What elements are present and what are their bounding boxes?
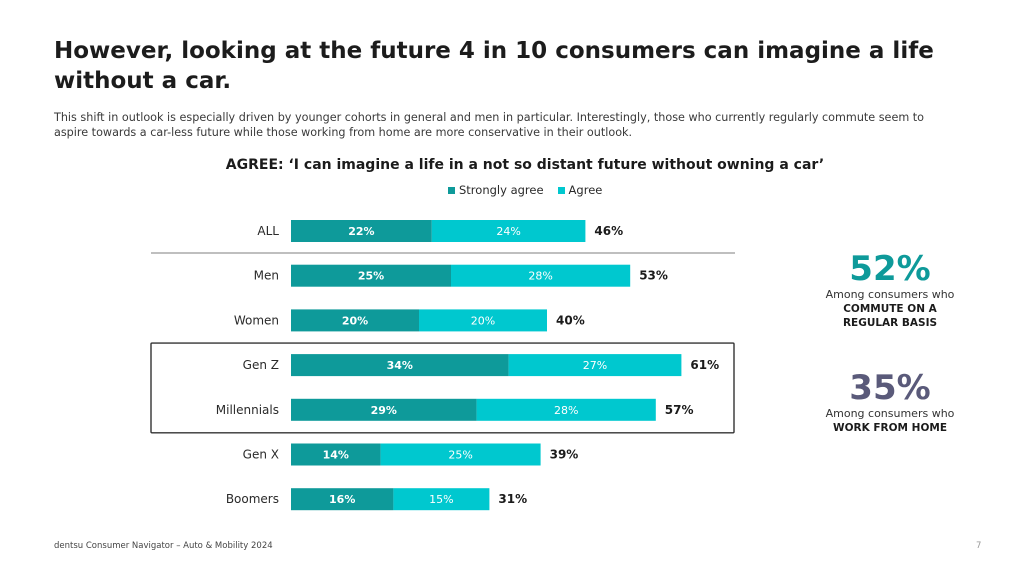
callout-commute: 52% Among consumers who COMMUTE ON A REG… (808, 250, 972, 330)
bar-agree-millennials (476, 398, 656, 421)
total-label-men: 53% (639, 269, 668, 283)
bar-strongly-agree-boomers (291, 488, 394, 511)
bar-agree-boomers (393, 488, 490, 511)
data-label-strongly-agree-gen-x: 14% (323, 449, 349, 462)
data-label-strongly-agree-millennials: 29% (371, 404, 397, 417)
callout-commute-line1: Among consumers who (825, 288, 955, 301)
category-label-men: Men (254, 269, 279, 283)
callout-wfh: 35% Among consumers who WORK FROM HOME (808, 369, 972, 435)
callout-commute-value: 52% (849, 249, 931, 289)
total-label-millennials: 57% (665, 403, 694, 417)
bar-agree-men (451, 264, 631, 287)
bar-strongly-agree-millennials (291, 398, 477, 421)
bar-agree-gen-z (508, 354, 682, 377)
chart-legend: Strongly agree Agree (448, 183, 602, 197)
legend-item-strongly-agree: Strongly agree (448, 183, 544, 197)
bar-strongly-agree-men (291, 264, 451, 287)
callout-wfh-value: 35% (849, 368, 931, 408)
category-label-women: Women (234, 313, 279, 327)
legend-item-agree: Agree (557, 183, 603, 197)
data-label-strongly-agree-gen-z: 34% (387, 359, 413, 372)
data-label-agree-all: 24% (496, 225, 520, 238)
callout-wfh-line2: WORK FROM HOME (832, 422, 947, 434)
category-label-gen-x: Gen X (243, 448, 279, 462)
page-title: However, looking at the future 4 in 10 c… (54, 38, 934, 94)
bar-strongly-agree-gen-x (291, 443, 381, 466)
total-label-women: 40% (556, 313, 585, 327)
data-label-agree-gen-x: 25% (448, 449, 472, 462)
category-label-all: ALL (257, 224, 279, 238)
data-label-agree-boomers: 15% (429, 493, 453, 506)
category-label-boomers: Boomers (226, 492, 279, 506)
bar-agree-all (431, 220, 586, 242)
page-number: 7 (976, 541, 982, 551)
category-label-gen-z: Gen Z (243, 358, 279, 372)
category-label-millennials: Millennials (216, 403, 279, 417)
bar-agree-women (419, 309, 547, 332)
callout-commute-line2: COMMUTE ON A (843, 303, 937, 315)
legend-label-strongly-agree: Strongly agree (459, 183, 544, 197)
bar-strongly-agree-gen-z (291, 354, 509, 377)
data-label-strongly-agree-women: 20% (342, 314, 368, 327)
chart-title: AGREE: ‘I can imagine a life in a not so… (225, 157, 825, 173)
data-label-agree-gen-z: 27% (583, 359, 607, 372)
bar-strongly-agree-women (291, 309, 419, 332)
data-label-strongly-agree-men: 25% (358, 270, 384, 283)
footer-source: dentsu Consumer Navigator – Auto & Mobil… (54, 541, 273, 551)
legend-label-agree: Agree (568, 183, 603, 197)
total-label-boomers: 31% (498, 492, 527, 506)
data-label-strongly-agree-boomers: 16% (329, 493, 355, 506)
data-label-strongly-agree-all: 22% (348, 225, 374, 238)
callout-wfh-line1: Among consumers who (825, 407, 955, 420)
total-label-gen-z: 61% (690, 358, 719, 372)
data-label-agree-millennials: 28% (554, 404, 578, 417)
total-label-gen-x: 39% (550, 448, 579, 462)
legend-swatch-agree (557, 186, 565, 194)
page-subtitle: This shift in outlook is especially driv… (54, 111, 925, 139)
callout-commute-line3: REGULAR BASIS (842, 317, 938, 329)
total-label-all: 46% (594, 224, 623, 238)
legend-swatch-strongly-agree (448, 186, 455, 194)
highlight-box-young-cohorts (150, 342, 735, 434)
data-label-agree-men: 28% (528, 270, 552, 283)
bar-strongly-agree-all (291, 220, 432, 242)
bar-agree-gen-x (380, 443, 541, 466)
data-label-agree-women: 20% (471, 314, 495, 327)
